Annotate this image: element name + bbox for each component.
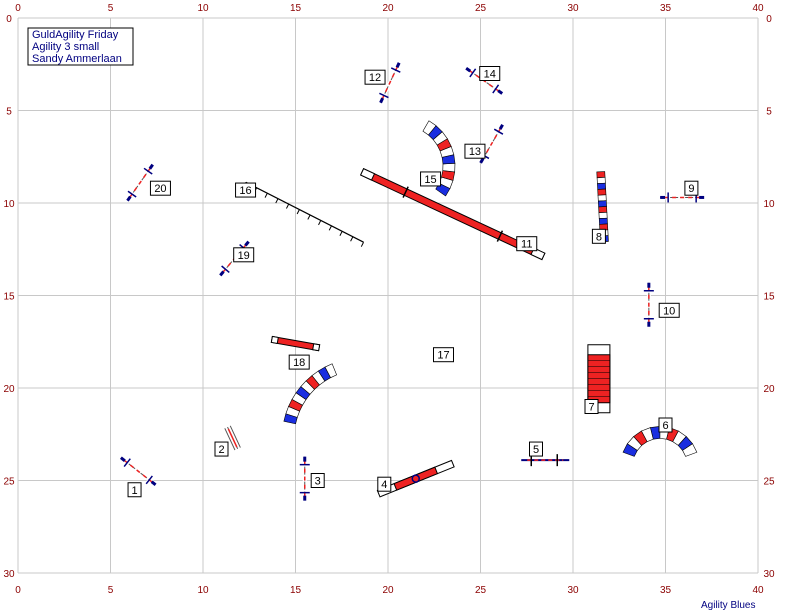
y-tick-label-left: 25 [3, 477, 15, 488]
x-tick-label-top: 40 [752, 3, 764, 14]
obstacle-5-long [521, 454, 570, 467]
y-tick-label-right: 15 [763, 292, 775, 303]
obstacle-number-10: 10 [658, 302, 680, 318]
footer-credit: Agility Blues [701, 600, 755, 610]
obstacle-number-6: 6 [658, 417, 673, 433]
y-tick-label-right: 20 [763, 384, 775, 395]
obstacle-number-18: 18 [288, 354, 310, 370]
x-tick-label-top: 30 [567, 3, 579, 14]
obstacle-number-text: 10 [663, 305, 675, 317]
obstacle-10-jump [643, 282, 654, 327]
info-line-1: GuldAgility Friday [32, 29, 119, 41]
y-tick-label-right: 5 [766, 107, 772, 118]
obstacle-number-text: 13 [469, 146, 481, 158]
y-tick-label-left: 15 [3, 292, 15, 303]
obstacle-number-1: 1 [127, 482, 142, 498]
x-tick-label-top: 35 [660, 3, 672, 14]
obstacle-number-7: 7 [584, 399, 599, 414]
obstacle-17-tunnel [283, 363, 338, 425]
obstacle-number-text: 7 [588, 402, 594, 414]
obstacle-16-table [243, 181, 365, 247]
obstacle-number-text: 16 [239, 185, 251, 197]
obstacle-18-seesaw2 [270, 335, 321, 352]
obstacle-number-text: 14 [484, 69, 496, 81]
obstacle-number-3: 3 [310, 473, 325, 488]
obstacle-number-text: 9 [688, 183, 694, 195]
x-tick-label-bottom: 5 [108, 585, 114, 596]
obstacle-number-text: 8 [596, 231, 602, 243]
obstacle-number-16: 16 [235, 182, 257, 198]
obstacle-number-text: 12 [369, 72, 381, 84]
obstacle-number-text: 11 [521, 239, 532, 251]
obstacle-8-weave [596, 171, 609, 243]
obstacle-12-jump [378, 61, 401, 104]
obstacle-11-dogwalk [359, 168, 546, 261]
x-tick-label-top: 10 [197, 3, 209, 14]
obstacle-7-chute [587, 344, 611, 414]
y-tick-label-left: 30 [3, 569, 15, 580]
obstacle-6-tunnel [622, 426, 698, 457]
x-tick-label-bottom: 20 [382, 585, 394, 596]
x-tick-label-top: 20 [382, 3, 394, 14]
obstacle-number-text: 1 [131, 485, 137, 497]
obstacle-number-8: 8 [591, 228, 606, 244]
x-tick-label-bottom: 40 [752, 585, 764, 596]
x-tick-label-bottom: 15 [290, 585, 302, 596]
y-tick-label-right: 0 [766, 14, 772, 25]
obstacle-number-13: 13 [464, 143, 486, 159]
y-tick-label-right: 25 [763, 477, 775, 488]
obstacle-number-20: 20 [149, 180, 171, 196]
x-tick-label-top: 15 [290, 3, 302, 14]
y-tick-label-left: 0 [6, 14, 12, 25]
grid [17, 17, 759, 574]
obstacle-number-12: 12 [364, 69, 386, 85]
x-tick-label-top: 5 [108, 3, 114, 14]
obstacle-number-text: 19 [238, 250, 250, 262]
obstacle-number-text: 20 [154, 183, 166, 195]
obstacle-2-panel [224, 425, 241, 451]
obstacle-20-jump [125, 163, 155, 202]
info-line-3: Sandy Ammerlaan [32, 53, 122, 65]
x-tick-label-bottom: 30 [567, 585, 579, 596]
x-tick-label-top: 0 [15, 3, 21, 14]
obstacle-number-text: 15 [424, 174, 436, 186]
y-tick-label-right: 10 [763, 199, 775, 210]
info-box: GuldAgility Friday Agility 3 small Sandy… [27, 27, 134, 66]
obstacle-number-text: 18 [293, 357, 305, 369]
y-tick-label-right: 30 [763, 569, 775, 580]
obstacle-3-jump [299, 456, 310, 501]
x-tick-label-bottom: 35 [660, 585, 672, 596]
obstacle-number-text: 17 [437, 350, 449, 362]
x-tick-label-bottom: 10 [197, 585, 209, 596]
obstacle-number-2: 2 [214, 441, 229, 457]
obstacle-number-19: 19 [233, 247, 255, 263]
obstacle-1-jump [119, 456, 157, 487]
obstacle-number-text: 2 [218, 444, 224, 456]
x-tick-label-top: 25 [475, 3, 487, 14]
obstacle-number-11: 11 [516, 236, 538, 252]
obstacle-number-5: 5 [529, 441, 543, 457]
obstacle-number-text: 3 [315, 476, 321, 488]
obstacles [119, 61, 705, 501]
obstacle-number-15: 15 [420, 171, 442, 187]
y-tick-label-left: 20 [3, 384, 15, 395]
obstacle-15-tunnel [422, 120, 456, 197]
y-tick-label-left: 10 [3, 199, 15, 210]
obstacle-number-17: 17 [433, 347, 454, 363]
x-tick-label-bottom: 0 [15, 585, 21, 596]
y-tick-label-left: 5 [6, 107, 12, 118]
obstacle-number-14: 14 [479, 66, 501, 81]
info-line-2: Agility 3 small [32, 41, 99, 53]
obstacle-number-4: 4 [377, 476, 392, 492]
obstacle-number-9: 9 [684, 180, 699, 196]
obstacle-4-seesaw [376, 459, 455, 498]
obstacle-number-text: 5 [533, 444, 539, 456]
x-tick-label-bottom: 25 [475, 585, 487, 596]
obstacle-number-text: 6 [662, 420, 668, 432]
obstacle-number-text: 4 [381, 479, 387, 491]
